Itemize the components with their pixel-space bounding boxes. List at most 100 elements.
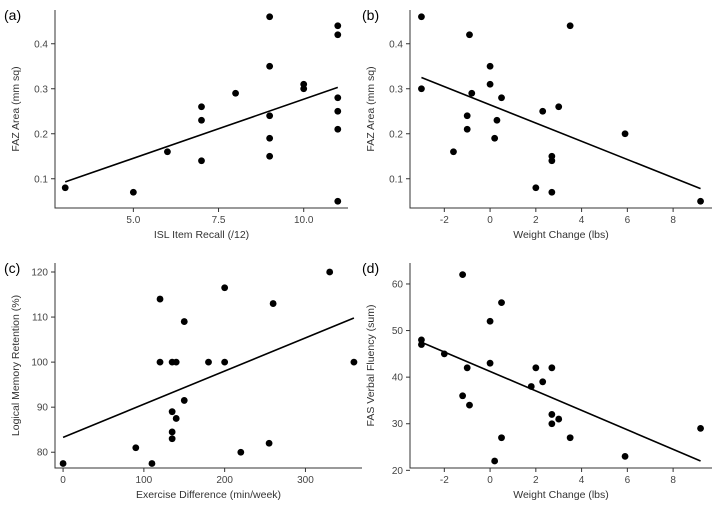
x-tick-label: 6 <box>625 475 631 486</box>
data-point <box>539 378 547 386</box>
data-point <box>539 107 547 115</box>
data-point <box>459 271 467 279</box>
data-point <box>498 434 505 442</box>
x-axis-title: Exercise Difference (min/week) <box>136 489 281 501</box>
x-tick-label: 2 <box>533 215 539 226</box>
data-point <box>418 336 425 344</box>
x-axis-title: Weight Change (lbs) <box>513 489 609 501</box>
data-point <box>198 116 205 124</box>
data-point <box>326 268 334 276</box>
data-point <box>172 415 180 422</box>
data-point <box>555 103 563 111</box>
data-point <box>350 358 358 366</box>
data-point <box>450 148 457 156</box>
y-tick-label: 0.4 <box>34 39 48 50</box>
data-point <box>172 358 180 366</box>
y-tick-label: 0.1 <box>389 174 403 185</box>
data-point <box>300 85 308 93</box>
data-point <box>334 31 342 39</box>
y-tick-label: 0.3 <box>389 84 403 95</box>
x-tick-label: 0 <box>487 475 493 486</box>
data-point <box>168 408 176 416</box>
data-point <box>459 392 467 400</box>
y-axis-title: FAZ Area (mm sq) <box>10 66 22 151</box>
data-point <box>334 125 342 133</box>
panel-label: (b) <box>362 7 379 23</box>
y-tick-label: 20 <box>392 466 404 477</box>
x-axis-title: ISL Item Recall (/12) <box>154 229 249 241</box>
data-point <box>566 22 574 30</box>
y-tick-label: 0.3 <box>34 84 48 95</box>
data-point <box>498 94 505 102</box>
data-point <box>466 401 473 409</box>
x-tick-label: 8 <box>670 475 676 486</box>
data-point <box>237 448 245 456</box>
data-point <box>132 444 140 452</box>
y-axis-title: Logical Memory Retention (%) <box>10 295 22 436</box>
data-point <box>221 358 229 366</box>
data-point <box>491 457 499 465</box>
data-point <box>198 157 205 165</box>
x-tick-label: 0 <box>487 215 493 226</box>
data-point <box>548 411 556 418</box>
x-tick-label: -2 <box>440 215 449 226</box>
axes-frame <box>409 263 712 469</box>
data-point <box>334 197 342 205</box>
data-point <box>266 62 274 70</box>
regression-line <box>421 341 701 462</box>
y-tick-label: 40 <box>392 373 404 384</box>
x-tick-label: 2 <box>533 475 539 486</box>
data-point <box>198 103 205 111</box>
axes-frame <box>54 10 348 209</box>
y-tick-label: 50 <box>392 326 404 337</box>
regression-line <box>62 317 355 439</box>
y-axis-title: FAS Verbal Fluency (sum) <box>365 305 377 427</box>
y-tick-label: 0.4 <box>389 39 403 50</box>
axes-frame <box>54 263 362 469</box>
data-point <box>555 415 563 423</box>
x-tick-label: 8 <box>670 215 676 226</box>
x-tick-label: 200 <box>216 475 233 486</box>
y-tick-label: 60 <box>392 279 404 290</box>
data-point <box>486 359 494 367</box>
data-point <box>232 89 239 97</box>
data-point <box>463 112 471 120</box>
panel-label: (d) <box>362 260 379 276</box>
x-tick-label: -2 <box>440 475 449 486</box>
data-point <box>266 13 274 21</box>
data-point <box>334 22 342 30</box>
data-point <box>527 383 535 390</box>
data-point <box>59 460 67 467</box>
data-point <box>548 364 556 372</box>
data-point <box>548 157 556 165</box>
data-point <box>61 184 69 192</box>
data-point <box>266 152 274 160</box>
data-point <box>129 188 137 196</box>
y-tick-label: 100 <box>31 358 48 369</box>
data-point <box>498 299 505 307</box>
data-point <box>532 184 540 192</box>
data-point <box>334 94 342 102</box>
data-point <box>468 89 476 97</box>
data-point <box>221 284 229 292</box>
y-tick-label: 110 <box>32 313 48 324</box>
data-point <box>491 134 499 142</box>
data-point <box>269 300 277 307</box>
data-point <box>532 364 540 372</box>
panel-label: (a) <box>4 7 21 23</box>
x-tick-label: 10.0 <box>294 215 314 226</box>
x-tick-label: 300 <box>297 475 314 486</box>
data-point <box>440 350 448 358</box>
x-tick-label: 7.5 <box>212 215 226 226</box>
y-axis-title: FAZ Area (mm sq) <box>365 66 377 151</box>
data-point <box>266 112 274 120</box>
data-point <box>334 107 342 115</box>
data-point <box>156 358 164 366</box>
data-point <box>168 435 176 443</box>
data-point <box>621 130 629 138</box>
x-tick-label: 100 <box>136 475 153 486</box>
data-point <box>548 420 556 428</box>
y-tick-label: 0.1 <box>34 174 48 185</box>
data-point <box>697 424 704 432</box>
